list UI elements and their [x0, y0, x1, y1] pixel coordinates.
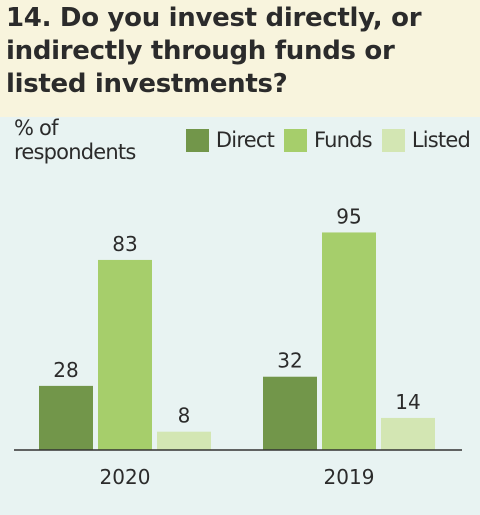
legend-item-direct: Direct — [185, 128, 275, 152]
data-label-funds-2020: 83 — [112, 232, 137, 256]
bar-listed-2019 — [381, 417, 435, 450]
legend: % of respondents Direct Funds Listed — [14, 116, 480, 164]
legend-label-listed: Listed — [411, 128, 471, 152]
x-tick-label-2020: 2020 — [100, 465, 151, 489]
legend-swatch-direct — [185, 128, 209, 152]
bar-direct-2020 — [39, 385, 93, 450]
bar-funds-2020 — [98, 259, 152, 450]
bar-chart: 28 83 8 2020 32 95 14 2019 — [14, 204, 462, 489]
legend-item-funds: Funds — [284, 128, 373, 152]
legend-swatch-funds — [284, 128, 307, 152]
data-label-direct-2019: 32 — [277, 349, 302, 373]
legend-swatch-listed — [381, 128, 405, 152]
y-axis-label: % of respondents — [14, 116, 136, 164]
data-label-listed-2019: 14 — [395, 390, 420, 414]
data-label-funds-2019: 95 — [336, 204, 361, 228]
data-label-direct-2020: 28 — [53, 358, 78, 382]
legend-label-direct: Direct — [215, 128, 275, 152]
chart-title: 14. Do you invest directly, or indirectl… — [6, 3, 422, 99]
bar-direct-2019 — [263, 376, 317, 450]
x-tick-label-2019: 2019 — [324, 465, 375, 489]
legend-item-listed: Listed — [381, 128, 471, 152]
bar-funds-2019 — [322, 232, 376, 450]
data-label-listed-2020: 8 — [178, 404, 191, 428]
bar-listed-2020 — [157, 431, 211, 450]
legend-label-funds: Funds — [314, 128, 373, 152]
